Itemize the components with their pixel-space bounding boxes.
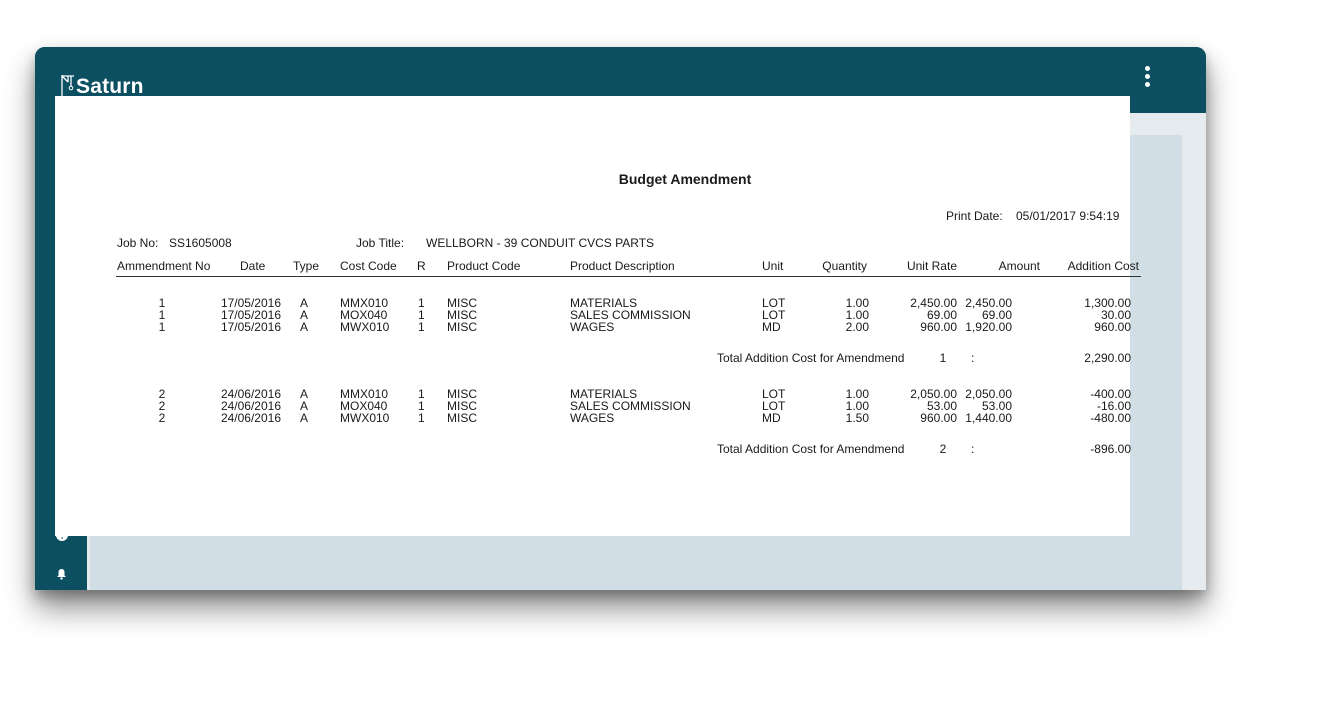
report-page [55, 96, 1130, 536]
saturn-logo[interactable]: Saturn [59, 61, 144, 101]
more-options-icon[interactable] [1140, 66, 1154, 94]
bell-icon[interactable] [35, 564, 87, 584]
app-name: Saturn [76, 75, 144, 98]
